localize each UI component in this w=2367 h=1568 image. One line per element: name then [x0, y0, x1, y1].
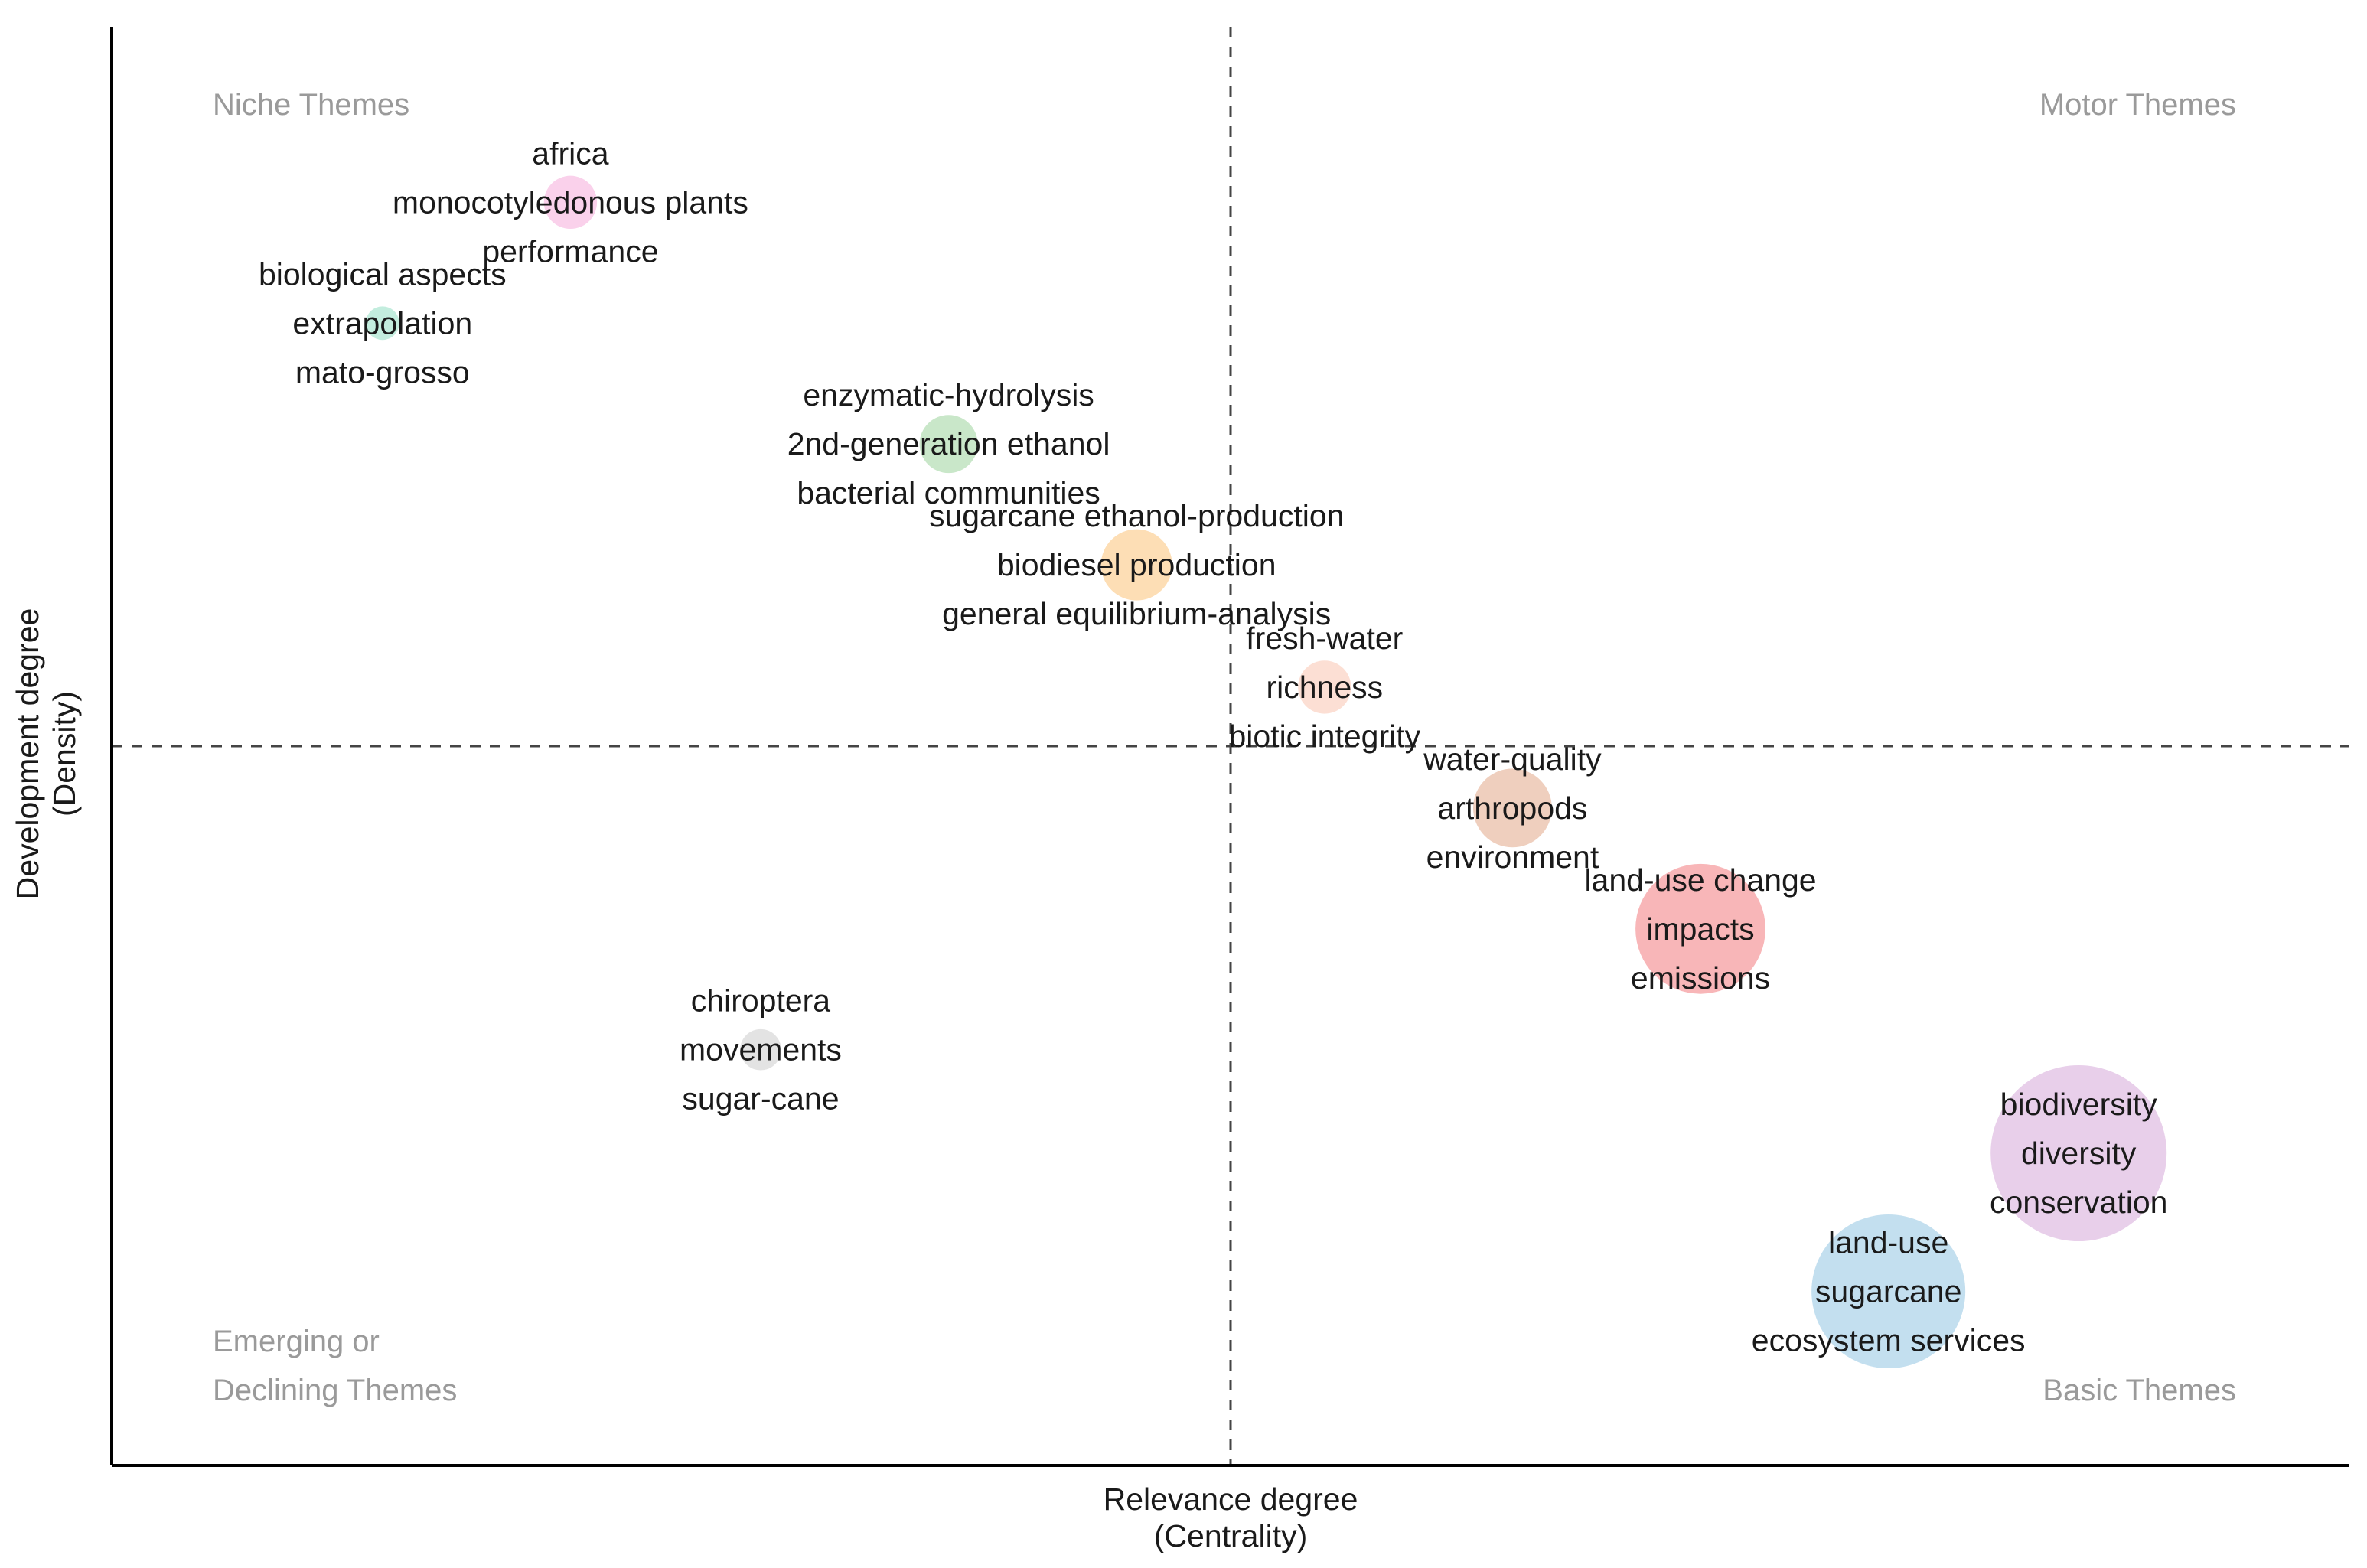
cluster-labels: africa monocotyledonous plants performance…: [259, 135, 2167, 1358]
quadrant-label-emerging: Declining Themes: [213, 1374, 457, 1407]
cluster-bubbles: [365, 175, 2167, 1369]
quadrant-dividers: [112, 27, 2349, 1465]
quadrant-label-niche: Niche Themes: [213, 88, 409, 122]
y-axis-title: Development degree: [10, 608, 45, 900]
cluster-label: biodiesel production: [997, 547, 1276, 582]
y-axis-title: (Density): [47, 691, 82, 817]
cluster-bubble-1: [543, 175, 598, 230]
cluster-bubble-7: [1635, 863, 1765, 994]
cluster-label: sugarcane: [1815, 1274, 1961, 1309]
quadrant-label-motor: Motor Themes: [2039, 88, 2236, 122]
cluster-label: emissions: [1631, 960, 1770, 996]
cluster-label: biotic integrity: [1228, 719, 1420, 754]
cluster-label: mato-grosso: [295, 354, 470, 390]
cluster-label: conservation: [1990, 1185, 2167, 1220]
cluster-label: general equilibrium-analysis: [942, 596, 1331, 631]
cluster-label: environment: [1426, 839, 1599, 875]
cluster-bubble-10: [1811, 1214, 1966, 1369]
quadrant-labels: Niche Themes Motor Themes Emerging or Decli…: [213, 88, 2236, 1407]
cluster-label: sugar-cane: [682, 1081, 839, 1117]
cluster-label: movements: [680, 1032, 842, 1068]
cluster-label: 2nd-generation ethanol: [787, 426, 1110, 461]
cluster-bubble-2: [365, 306, 399, 341]
x-axis-title: (Centrality): [1154, 1518, 1307, 1553]
cluster-label: diversity: [2021, 1136, 2137, 1171]
quadrant-label-emerging: Emerging or: [213, 1325, 380, 1358]
cluster-label: extrapolation: [292, 305, 472, 341]
cluster-label: ecosystem services: [1752, 1323, 2026, 1358]
cluster-bubble-8: [740, 1028, 781, 1071]
cluster-bubble-9: [1990, 1065, 2167, 1242]
axis-titles: Relevance degree(Centrality) Development …: [10, 608, 1358, 1553]
quadrant-label-basic: Basic Themes: [2043, 1374, 2236, 1407]
cluster-bubble-3: [919, 415, 978, 474]
cluster-label: monocotyledonous plants: [393, 184, 748, 220]
cluster-label: bacterial communities: [797, 475, 1100, 510]
cluster-label: sugarcane ethanol-production: [929, 498, 1345, 533]
cluster-label: biological aspects: [259, 256, 507, 292]
cluster-label: africa: [532, 135, 608, 171]
cluster-label: biodiversity: [2000, 1087, 2158, 1122]
cluster-bubble-6: [1472, 768, 1552, 848]
cluster-label: water-quality: [1423, 742, 1602, 777]
cluster-label: chiroptera: [691, 983, 831, 1019]
x-axis-title: Relevance degree: [1104, 1482, 1358, 1517]
cluster-bubble-4: [1100, 529, 1172, 601]
cluster-label: arthropods: [1437, 791, 1587, 826]
cluster-bubble-5: [1298, 660, 1351, 714]
cluster-label: enzymatic-hydrolysis: [803, 377, 1094, 412]
cluster-label: fresh-water: [1246, 621, 1403, 656]
cluster-label: impacts: [1646, 911, 1754, 947]
cluster-label: land-use change: [1584, 862, 1816, 898]
cluster-label: land-use: [1828, 1225, 1948, 1260]
axes: [110, 27, 2349, 1467]
cluster-label: richness: [1266, 670, 1383, 705]
cluster-label: performance: [482, 233, 658, 269]
